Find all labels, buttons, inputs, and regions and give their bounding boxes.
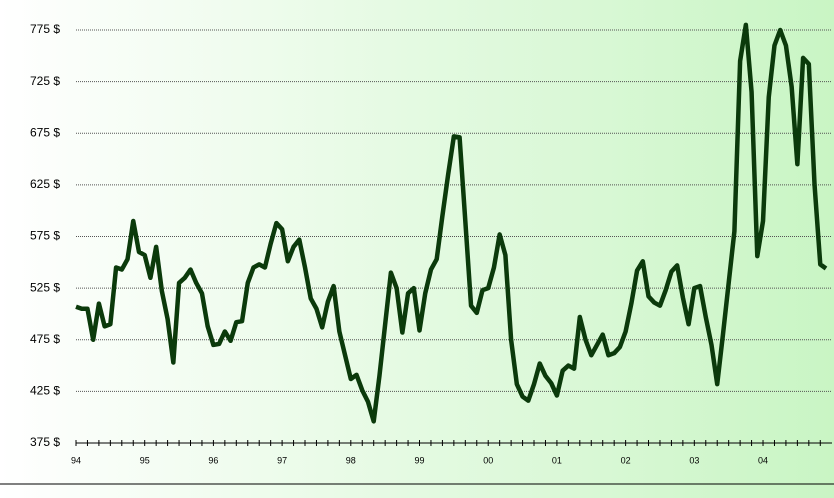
y-tick-label: 575 $ (30, 229, 60, 243)
x-tick-label: 96 (208, 455, 218, 465)
x-tick-label: 94 (71, 455, 81, 465)
y-tick-label: 425 $ (30, 384, 60, 398)
x-tick-label: 03 (689, 455, 699, 465)
data-line (75, 22, 828, 424)
x-tick-label: 98 (346, 455, 356, 465)
x-tick-label: 02 (621, 455, 631, 465)
y-tick-label: 375 $ (30, 435, 60, 449)
x-tick-label: 00 (483, 455, 493, 465)
y-tick-label: 725 $ (30, 74, 60, 88)
y-tick-label: 475 $ (30, 332, 60, 346)
y-tick-label: 675 $ (30, 125, 60, 139)
y-tick-label: 775 $ (30, 22, 60, 36)
x-tick-label: 95 (140, 455, 150, 465)
x-tick-label: 99 (415, 455, 425, 465)
x-tick-label: 01 (552, 455, 562, 465)
x-tick-label: 04 (758, 455, 768, 465)
x-tick-label: 97 (277, 455, 287, 465)
y-tick-label: 525 $ (30, 280, 60, 294)
y-tick-label: 625 $ (30, 177, 60, 191)
